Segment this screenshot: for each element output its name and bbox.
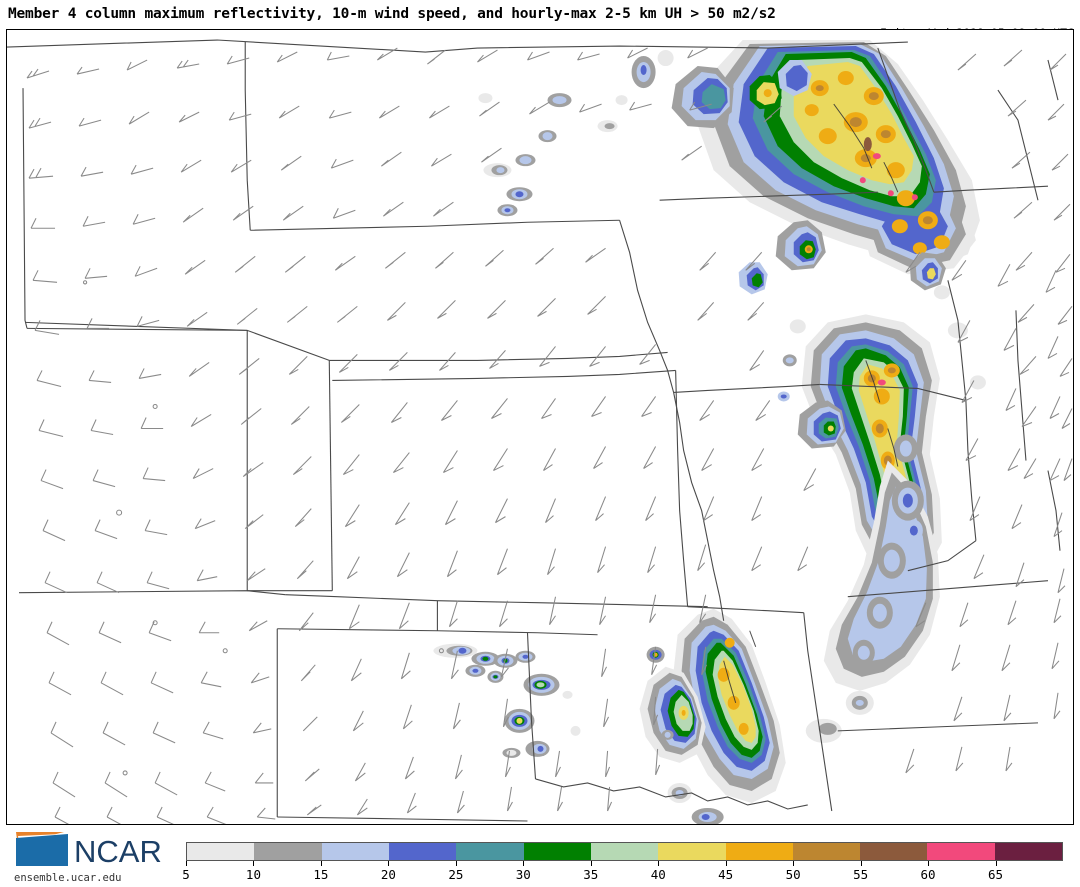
colorbar-ticks: 5 10 15 20 25 30 35 40 45 50 55 60 65 bbox=[182, 861, 1063, 885]
colorbar-tick bbox=[320, 861, 322, 866]
colorbar-tick bbox=[995, 861, 997, 866]
state-boundaries bbox=[7, 39, 1061, 822]
colorbar-tick-label: 55 bbox=[853, 867, 869, 882]
colorbar-tick bbox=[793, 861, 795, 866]
colorbar-tick-label: 45 bbox=[718, 867, 734, 882]
colorbar-tick-label: 65 bbox=[988, 867, 1004, 882]
updraft-helicity-swaths bbox=[723, 103, 899, 703]
colorbar-bin-40-45 bbox=[658, 843, 726, 860]
header: Member 4 column maximum reflectivity, 10… bbox=[0, 0, 1080, 77]
wind-barbs bbox=[26, 47, 1073, 824]
colorbar-tick bbox=[455, 861, 457, 866]
colorbar-bin-5-10 bbox=[187, 843, 255, 860]
reflectivity-field bbox=[433, 40, 986, 824]
colorbar-tick bbox=[388, 861, 390, 866]
footer: NCAR ensemble.ucar.edu 5 10 15 20 25 30 35 40 45… bbox=[0, 826, 1080, 887]
colorbar-bin-25-30 bbox=[456, 843, 524, 860]
colorbar-bin-55-60 bbox=[860, 843, 928, 860]
colorbar-bin-45-50 bbox=[725, 843, 793, 860]
colorbar-tick-label: 25 bbox=[448, 867, 464, 882]
ncar-url[interactable]: ensemble.ucar.edu bbox=[14, 872, 122, 884]
colorbar-tick-label: 5 bbox=[182, 867, 190, 882]
colorbar-tick bbox=[658, 861, 660, 866]
colorbar-tick bbox=[523, 861, 525, 866]
map-canvas bbox=[7, 39, 1073, 824]
colorbar-tick-label: 30 bbox=[515, 867, 531, 882]
colorbar[interactable]: 5 10 15 20 25 30 35 40 45 50 55 60 65 bbox=[182, 842, 1063, 882]
colorbar-tick-label: 15 bbox=[313, 867, 329, 882]
colorbar-tick bbox=[725, 861, 727, 866]
colorbar-bin-65-70 bbox=[994, 843, 1063, 860]
colorbar-tick-label: 50 bbox=[785, 867, 801, 882]
colorbar-bin-30-35 bbox=[523, 843, 591, 860]
ncar-wordmark: NCAR bbox=[74, 834, 162, 869]
colorbar-bin-15-20 bbox=[321, 843, 389, 860]
colorbar-tick-label: 60 bbox=[920, 867, 936, 882]
colorbar-tick-label: 40 bbox=[650, 867, 666, 882]
colorbar-tick-label: 20 bbox=[380, 867, 396, 882]
ncar-logo-mark: NCAR bbox=[16, 832, 162, 869]
colorbar-tick-label: 35 bbox=[583, 867, 599, 882]
colorbar-bin-20-25 bbox=[388, 843, 457, 860]
colorbar-tick bbox=[186, 861, 187, 866]
colorbar-tick bbox=[928, 861, 930, 866]
colorbar-tick bbox=[590, 861, 592, 866]
ncar-logo[interactable]: NCAR ensemble.ucar.edu bbox=[6, 828, 178, 886]
colorbar-bin-10-15 bbox=[254, 843, 322, 860]
colorbar-swatches bbox=[186, 842, 1063, 861]
colorbar-tick-label: 10 bbox=[245, 867, 261, 882]
colorbar-tick bbox=[253, 861, 255, 866]
page-title: Member 4 column maximum reflectivity, 10… bbox=[8, 6, 776, 22]
map-panel[interactable] bbox=[6, 29, 1074, 825]
colorbar-bin-60-65 bbox=[927, 843, 995, 860]
colorbar-bin-50-55 bbox=[792, 843, 861, 860]
colorbar-bin-35-40 bbox=[590, 843, 659, 860]
colorbar-tick bbox=[860, 861, 862, 866]
